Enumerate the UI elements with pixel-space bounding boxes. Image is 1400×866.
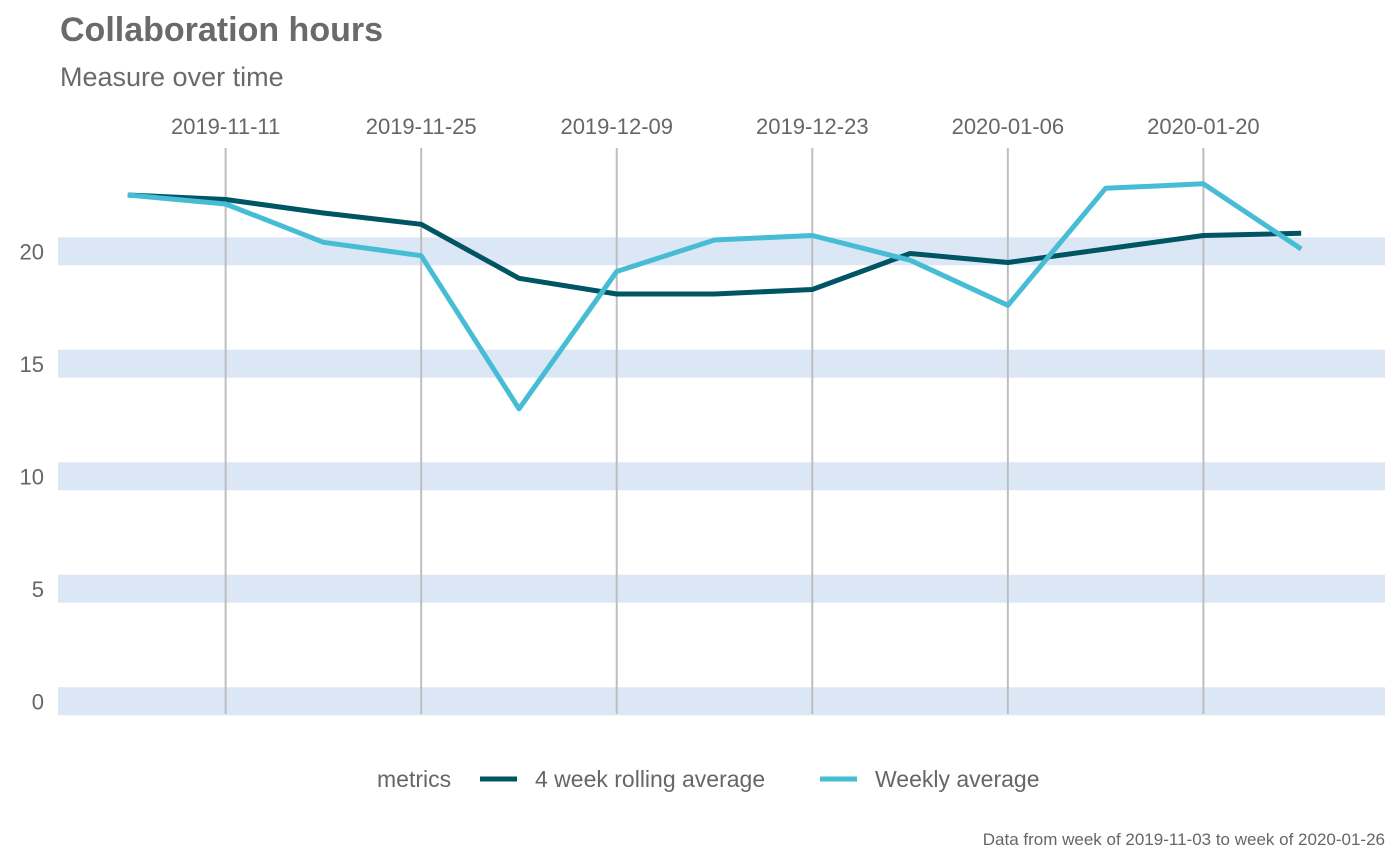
chart-title: Collaboration hours (60, 11, 383, 49)
series-lines (127, 181, 1303, 412)
y-tick-label-0: 0 (32, 689, 44, 714)
x-tick-label-2020-01-20: 2020-01-20 (1147, 114, 1260, 139)
y-tick-label-10: 10 (20, 464, 44, 489)
chart-caption: Data from week of 2019-11-03 to week of … (983, 830, 1385, 849)
y-tick-label-5: 5 (32, 577, 44, 602)
legend-title: metrics (377, 766, 451, 792)
x-grid-lines (224, 148, 1205, 714)
legend: metrics 4 week rolling average Weekly av… (377, 766, 1040, 792)
legend-label-rolling: 4 week rolling average (535, 766, 765, 792)
x-axis-ticks: 2019-11-11 2019-11-25 2019-12-09 2019-12-23… (171, 114, 1260, 139)
y-tick-label-20: 20 (20, 239, 44, 264)
x-tick-label-2020-01-06: 2020-01-06 (952, 114, 1065, 139)
y-grid-band-10 (58, 462, 1385, 491)
y-grid-band-15 (58, 349, 1385, 378)
y-tick-label-15: 15 (20, 352, 44, 377)
x-tick-label-2019-11-25: 2019-11-25 (366, 114, 477, 139)
y-grid-band-5 (58, 574, 1385, 603)
x-tick-label-2019-11-11: 2019-11-11 (171, 114, 280, 139)
series-line-1 (127, 181, 1303, 412)
x-tick-label-2019-12-23: 2019-12-23 (756, 114, 869, 139)
y-grid-bands (58, 237, 1385, 716)
y-axis-ticks: 0 5 10 15 20 (20, 239, 44, 714)
legend-label-weekly: Weekly average (875, 766, 1040, 792)
chart-subtitle: Measure over time (60, 62, 284, 92)
y-grid-band-0 (58, 687, 1385, 716)
x-tick-label-2019-12-09: 2019-12-09 (560, 114, 673, 139)
